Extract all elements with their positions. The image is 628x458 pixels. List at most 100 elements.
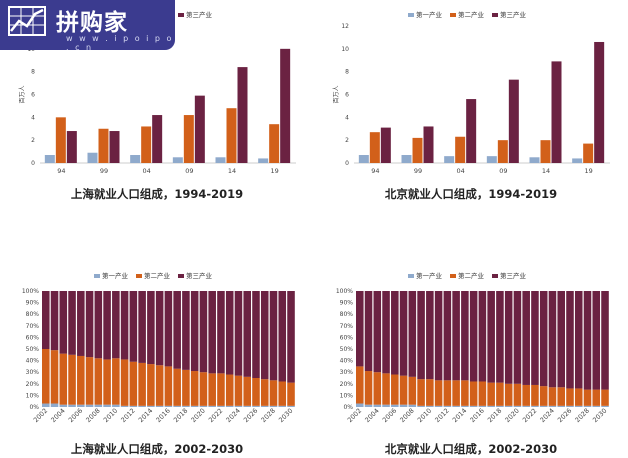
y-tick-label: 20% [340,381,354,388]
x-tick-label: 2018 [486,407,503,424]
bar-2003-series-1 [364,404,373,407]
bar-2009-series-1 [103,404,111,407]
bar-2002-series-1 [356,403,364,407]
bar-09-series-2 [183,115,194,163]
bar-19-series-1 [258,158,269,163]
watermark-url: w w w . i p o i p o . c n [66,34,174,52]
bar-2016-series-1 [478,405,487,407]
chart-title: 北京就业人口组成，1994-2019 [385,187,557,201]
bar-2006-series-1 [77,404,85,407]
bar-2012-series-1 [443,405,452,407]
bar-2017-series-1 [487,405,495,407]
bar-14-series-2 [226,108,237,163]
bar-2021-series-3 [522,291,530,385]
bar-2016-series-2 [478,381,487,406]
bar-09-series-3 [194,95,205,163]
bar-2010-series-3 [112,291,120,359]
bar-2017-series-3 [173,291,181,369]
x-tick-label: 2024 [539,407,556,424]
bar-2002-series-3 [42,291,50,349]
bar-2027-series-1 [260,405,269,407]
bar-2020-series-3 [513,291,522,384]
bar-2012-series-3 [443,291,452,381]
bar-2014-series-2 [147,364,155,406]
bar-2005-series-3 [68,291,76,355]
bar-04-series-2 [455,136,466,163]
bar-2009-series-1 [417,405,425,407]
bar-2008-series-2 [94,358,103,405]
bar-2028-series-2 [269,380,278,406]
bar-2002-series-3 [356,291,364,367]
y-tick-label: 100% [22,288,39,295]
chart-title: 北京就业人口组成，2002-2030 [385,442,557,456]
y-tick-label: 0% [29,404,39,411]
bar-2022-series-3 [531,291,539,385]
bar-2009-series-3 [417,291,425,380]
bar-2006-series-3 [391,291,399,375]
y-tick-label: 4 [31,114,35,121]
watermark-title: 拼购家 [56,10,128,36]
bar-2013-series-1 [138,405,146,407]
x-tick-label: 04 [143,167,151,175]
x-tick-label: 2028 [574,407,591,424]
bar-2028-series-1 [269,405,278,407]
bar-04-series-3 [466,99,477,163]
bar-2021-series-2 [522,384,530,406]
legend-swatch-3 [178,13,184,17]
x-tick-label: 2016 [468,407,485,424]
bar-94-series-1 [44,155,55,163]
bar-2029-series-2 [592,389,601,406]
site-watermark: 拼购家 w w w . i p o i p o . c n [0,0,175,52]
bar-2004-series-3 [59,291,68,354]
legend-label-3: 第三产业 [500,10,527,19]
bar-04-series-1 [130,155,141,163]
bar-2018-series-1 [496,405,504,407]
bar-2027-series-3 [574,291,583,389]
bar-2014-series-1 [147,405,155,407]
bar-2006-series-2 [391,374,399,405]
x-tick-label: 2010 [102,407,119,424]
bar-2030-series-1 [287,405,295,407]
bar-2024-series-1 [548,405,557,407]
y-tick-label: 50% [340,346,354,353]
bar-09-series-1 [486,156,497,163]
y-tick-label: 6 [31,92,35,99]
bar-2015-series-1 [155,405,164,407]
y-tick-label: 8 [345,69,349,76]
x-tick-label: 2008 [398,407,415,424]
y-tick-label: 40% [340,358,354,365]
bar-2016-series-1 [164,405,173,407]
bar-2005-series-3 [382,291,390,374]
bar-2006-series-3 [77,291,85,356]
y-tick-label: 10% [26,392,40,399]
bar-2020-series-2 [199,372,208,406]
y-tick-label: 80% [26,311,40,318]
x-tick-label: 2022 [207,407,224,424]
bar-2022-series-2 [531,384,539,406]
bar-2030-series-2 [601,389,609,406]
bar-2025-series-1 [243,405,252,407]
bar-2009-series-2 [417,379,425,406]
y-tick-label: 12 [341,23,349,30]
chart-title: 上海就业人口组成，1994-2019 [71,187,243,201]
bar-2023-series-3 [225,291,234,375]
bar-2029-series-3 [592,291,601,390]
bar-2018-series-3 [496,291,504,383]
bar-2021-series-1 [208,405,216,407]
bar-2022-series-3 [217,291,225,374]
bar-2027-series-3 [260,291,269,380]
y-tick-label: 6 [345,92,349,99]
bar-04-series-3 [152,115,163,163]
bar-2024-series-2 [234,375,243,406]
y-tick-label: 2 [31,137,35,144]
x-tick-label: 94 [371,167,379,175]
bar-2003-series-3 [50,291,59,351]
bar-2020-series-3 [199,291,208,373]
bar-2014-series-3 [147,291,155,365]
bar-94-series-1 [358,155,369,163]
chart-beijing-2002-2030: 第一产业 第二产业 第三产业 0% 10% 20% 30% 40% 50% 60% 70% 80% 90… [314,229,628,458]
bar-99-series-3 [109,131,120,163]
bar-2013-series-3 [138,291,146,363]
bar-2005-series-1 [68,404,76,407]
bar-2011-series-2 [120,359,129,406]
